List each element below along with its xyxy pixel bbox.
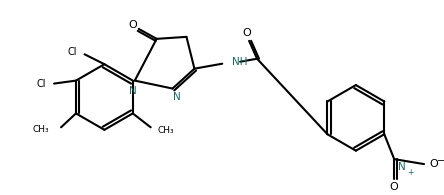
Text: CH₃: CH₃ <box>158 126 174 135</box>
Text: N: N <box>129 86 137 96</box>
Text: N: N <box>398 162 406 172</box>
Text: O: O <box>128 20 137 30</box>
Text: Cl: Cl <box>37 79 46 89</box>
Text: O: O <box>243 28 251 38</box>
Text: CH₃: CH₃ <box>32 125 49 134</box>
Text: +: + <box>407 168 413 176</box>
Text: NH: NH <box>232 57 248 67</box>
Text: N: N <box>173 92 180 103</box>
Text: Cl: Cl <box>67 47 76 57</box>
Text: −: − <box>437 156 444 166</box>
Text: O: O <box>390 182 399 192</box>
Text: O: O <box>430 159 438 169</box>
